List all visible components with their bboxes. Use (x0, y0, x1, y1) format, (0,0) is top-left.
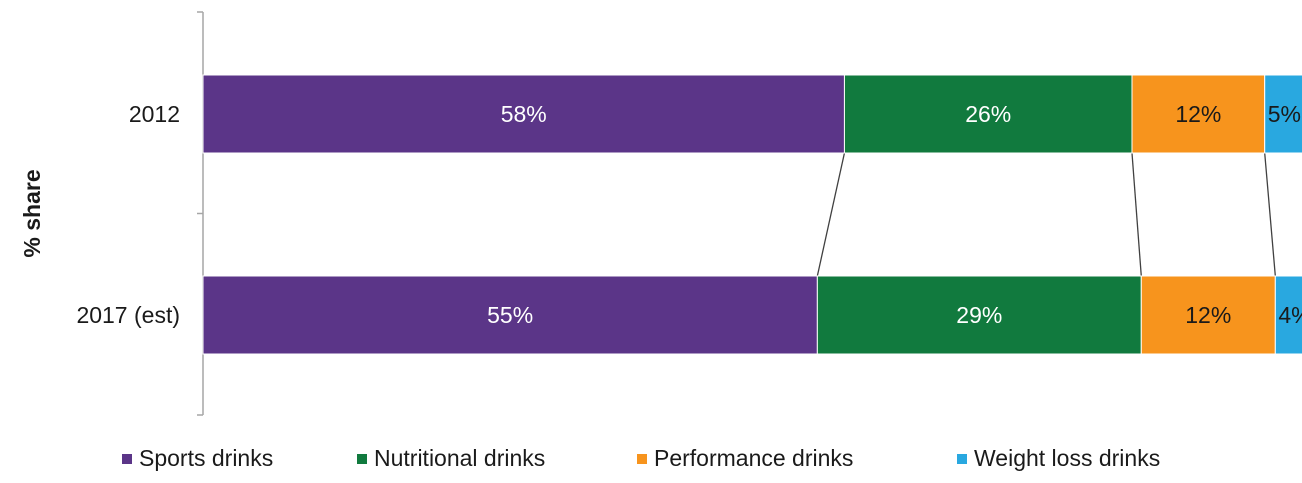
bars-layer: 58% 55% 26% 29% 12% 12% 5% 4% (202, 74, 1302, 355)
data-label-performance-drinks-2017-est: 12% (1185, 302, 1231, 328)
series-line-nutritional-drinks (1131, 152, 1142, 277)
legend-swatch-sports-drinks (122, 454, 132, 464)
legend-swatch-nutritional-drinks (357, 454, 367, 464)
series-line-performance-drinks (1264, 152, 1276, 277)
bar-weight-loss-drinks-2017-est (1274, 275, 1302, 355)
legend-label-nutritional-drinks: Nutritional drinks (374, 445, 545, 471)
bar-sports-drinks-2012 (202, 74, 845, 154)
legend-swatch-performance-drinks (637, 454, 647, 464)
series-lines-layer (816, 152, 1276, 277)
series-line-sports-drinks (816, 152, 846, 277)
bar-performance-drinks-2012 (1131, 74, 1266, 154)
bar-weight-loss-drinks-2012 (1264, 74, 1302, 154)
data-label-performance-drinks-2012: 12% (1175, 101, 1221, 127)
bar-nutritional-drinks-2017-est (816, 275, 1142, 355)
data-label-nutritional-drinks-2012: 26% (965, 101, 1011, 127)
axis-layer: % share 2012 2017 (est) (19, 11, 204, 416)
data-label-sports-drinks-2012: 58% (501, 101, 547, 127)
legend-label-performance-drinks: Performance drinks (654, 445, 853, 471)
bar-nutritional-drinks-2012 (843, 74, 1133, 154)
y-axis-title: % share (19, 169, 45, 257)
legend-label-weight-loss-drinks: Weight loss drinks (974, 445, 1160, 471)
data-label-weight-loss-drinks-2017-est: 4% (1278, 302, 1302, 328)
legend-swatch-weight-loss-drinks (957, 454, 967, 464)
data-label-nutritional-drinks-2017-est: 29% (956, 302, 1002, 328)
category-label-2012: 2012 (129, 101, 180, 127)
legend-label-sports-drinks: Sports drinks (139, 445, 273, 471)
category-label-2017-est: 2017 (est) (76, 302, 180, 328)
bar-performance-drinks-2017-est (1140, 275, 1276, 355)
legend: Sports drinks Nutritional drinks Performan… (122, 445, 1160, 471)
bar-sports-drinks-2017-est (202, 275, 818, 355)
data-label-weight-loss-drinks-2012: 5% (1268, 101, 1301, 127)
data-label-sports-drinks-2017-est: 55% (487, 302, 533, 328)
